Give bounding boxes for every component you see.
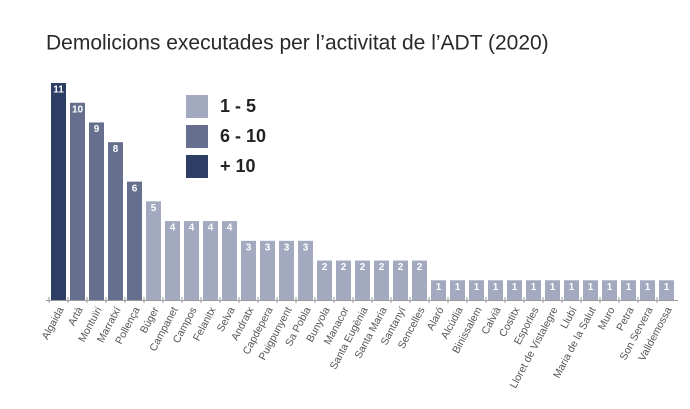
- value-label: 3: [284, 242, 290, 253]
- value-label: 1: [531, 282, 537, 293]
- value-label: 1: [569, 282, 575, 293]
- bar: [89, 122, 104, 300]
- value-label: 10: [72, 104, 84, 115]
- bar: [241, 240, 256, 300]
- value-label: 1: [493, 282, 499, 293]
- value-label: 1: [455, 282, 461, 293]
- legend-swatch: [186, 125, 208, 148]
- bar: [412, 260, 427, 300]
- bar: [355, 260, 370, 300]
- value-label: 2: [322, 262, 328, 273]
- bar: [583, 280, 598, 300]
- bar: [317, 260, 332, 300]
- legend-label: + 10: [220, 156, 256, 176]
- value-label: 2: [398, 262, 404, 273]
- bar: [507, 280, 522, 300]
- bar: [469, 280, 484, 300]
- bar: [70, 102, 85, 301]
- bar: [222, 221, 237, 300]
- value-label: 1: [588, 282, 594, 293]
- value-label: 1: [512, 282, 518, 293]
- bar: [127, 181, 142, 300]
- value-label: 4: [208, 223, 214, 234]
- value-label: 2: [341, 262, 347, 273]
- bar: [184, 221, 199, 300]
- legend-swatch: [186, 155, 208, 178]
- legend-label: 1 - 5: [220, 96, 256, 116]
- bar: [564, 280, 579, 300]
- value-label: 3: [265, 242, 271, 253]
- bar: [108, 142, 123, 300]
- value-label: 5: [151, 203, 157, 214]
- bar: [203, 221, 218, 300]
- value-label: 2: [379, 262, 385, 273]
- bar: [146, 201, 161, 300]
- value-label: 4: [227, 223, 233, 234]
- value-label: 9: [94, 124, 100, 135]
- value-label: 11: [53, 85, 64, 96]
- value-label: 3: [303, 242, 309, 253]
- value-label: 6: [132, 183, 138, 194]
- chart-title: Demolicions executades per l’activitat d…: [46, 32, 549, 55]
- bar: [602, 280, 617, 300]
- value-label: 4: [189, 223, 195, 234]
- bar: [545, 280, 560, 300]
- bar: [488, 280, 503, 300]
- bar: [659, 280, 674, 300]
- bar: [431, 280, 446, 300]
- value-label: 1: [550, 282, 556, 293]
- bar: [165, 221, 180, 300]
- value-label: 1: [626, 282, 632, 293]
- value-label: 2: [360, 262, 366, 273]
- bar: [450, 280, 465, 300]
- value-label: 1: [664, 282, 670, 293]
- bar: [260, 240, 275, 300]
- bar: [51, 83, 66, 300]
- x-tick-label: Algaida: [40, 305, 67, 342]
- value-label: 8: [113, 144, 119, 155]
- value-label: 1: [474, 282, 480, 293]
- bar: [279, 240, 294, 300]
- value-label: 2: [417, 262, 423, 273]
- value-label: 1: [607, 282, 613, 293]
- bar: [298, 240, 313, 300]
- legend-swatch: [186, 95, 208, 118]
- bar: [526, 280, 541, 300]
- bar: [374, 260, 389, 300]
- value-label: 3: [246, 242, 252, 253]
- bar: [336, 260, 351, 300]
- bar: [621, 280, 636, 300]
- value-label: 1: [645, 282, 651, 293]
- bar: [393, 260, 408, 300]
- legend-label: 6 - 10: [220, 126, 266, 146]
- bar: [640, 280, 655, 300]
- value-label: 1: [436, 282, 442, 293]
- value-label: 4: [170, 223, 176, 234]
